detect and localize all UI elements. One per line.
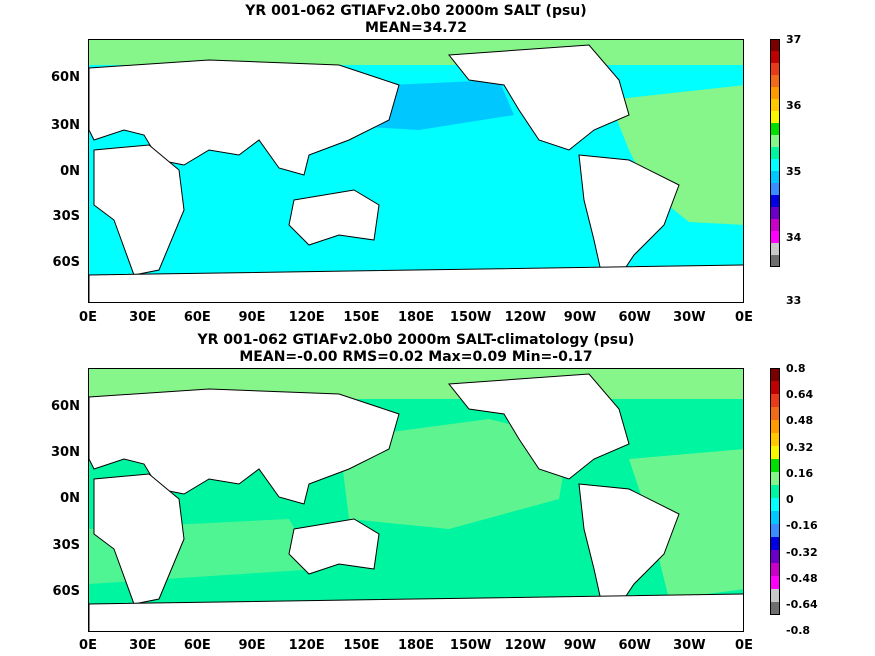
panel2-x-tick: 120E (288, 638, 325, 653)
panel1-x-tick: 30E (129, 310, 157, 325)
land (89, 44, 743, 302)
y-tick-60n: 60N (51, 70, 80, 85)
panel2-x-tick: 30E (129, 638, 157, 653)
cbar2-label-2: 0.48 (786, 414, 814, 427)
panel2-x-tick: 0E (735, 638, 753, 653)
panel2-x-tick: 60W (618, 638, 651, 653)
anomaly-antarctica (89, 593, 743, 631)
panel2-x-tick: 150E (343, 638, 380, 653)
colorbar-salt (770, 39, 780, 267)
panel2-x-tick: 0E (79, 638, 97, 653)
panel1-x-tick: 120W (504, 310, 547, 325)
anomaly-north-america (448, 373, 630, 480)
cbar2-label-6: -0.16 (786, 519, 818, 532)
panel1-x-tick: 60W (618, 310, 651, 325)
cbar2-label-3: 0.32 (786, 441, 814, 454)
y2-tick-60n: 60N (51, 399, 80, 414)
salt-map (88, 39, 744, 303)
cbar2-label-4: 0.16 (786, 467, 814, 480)
salt-anomaly-map-svg (89, 369, 743, 631)
panel2-stats: MEAN=-0.00 RMS=0.02 Max=0.09 Min=-0.17 (239, 349, 593, 365)
anomaly-australia (288, 518, 380, 575)
cbar2-label-1: 0.64 (786, 388, 814, 401)
y-tick-0n: 0N (60, 164, 80, 179)
panel1-x-tick: 60E (183, 310, 211, 325)
cbar2-label-5: 0 (786, 493, 794, 506)
panel2-x-tick: 120W (504, 638, 547, 653)
anomaly-eurasia (89, 388, 400, 505)
cbar2-label-0: 0.8 (786, 362, 806, 375)
anomaly-africa (93, 473, 185, 605)
cbar1-label-33: 33 (786, 294, 802, 307)
panel2-x-tick: 30W (673, 638, 706, 653)
panel1-title: YR 001-062 GTIAFv2.0b0 2000m SALT (psu) (245, 3, 587, 19)
panel1-x-tick: 90W (563, 310, 597, 325)
y-tick-60s: 60S (52, 255, 80, 270)
cbar2-label-10: -0.8 (786, 624, 811, 637)
eurasia (89, 59, 400, 176)
panel1-x-tick: 150E (343, 310, 380, 325)
cbar2-label-7: -0.32 (786, 546, 818, 559)
anomaly-atlantic-patch (629, 449, 743, 599)
cbar1-label-35: 35 (786, 165, 802, 178)
north-america (448, 44, 630, 151)
panel2-x-tick: 90W (563, 638, 597, 653)
salt-anomaly-map (88, 368, 744, 632)
y-tick-30n: 30N (51, 118, 80, 133)
y-tick-30s: 30S (52, 209, 80, 224)
y2-tick-0n: 0N (60, 491, 80, 506)
cbar1-label-34: 34 (786, 231, 802, 244)
y2-tick-30s: 30S (52, 538, 80, 553)
panel1-x-tick: 120E (288, 310, 325, 325)
panel1-x-tick: 90E (238, 310, 266, 325)
panel2-x-tick: 60E (183, 638, 211, 653)
panel2-x-tick: 150W (449, 638, 492, 653)
colorbar-anomaly (770, 368, 780, 615)
cbar1-label-37: 37 (786, 33, 802, 46)
panel1-x-tick: 0E (735, 310, 753, 325)
panel1-mean: MEAN=34.72 (364, 20, 468, 36)
africa (93, 144, 185, 276)
panel2-title: YR 001-062 GTIAFv2.0b0 2000m SALT-climat… (197, 332, 635, 348)
panel1-x-tick: 180E (397, 310, 435, 325)
panel1-x-tick: 150W (449, 310, 492, 325)
y2-tick-30n: 30N (51, 445, 80, 460)
panel2-x-tick: 90E (238, 638, 266, 653)
anomaly-land (89, 373, 743, 631)
antarctica (89, 264, 743, 302)
y2-tick-60s: 60S (52, 584, 80, 599)
cbar2-label-8: -0.48 (786, 572, 818, 585)
cbar2-label-9: -0.64 (786, 598, 818, 611)
panel1-x-tick: 30W (673, 310, 706, 325)
panel1-x-tick: 0E (79, 310, 97, 325)
australia (288, 189, 380, 246)
cbar1-label-36: 36 (786, 99, 802, 112)
panel2-x-tick: 180E (397, 638, 435, 653)
anomaly-pacific-patch (339, 419, 569, 529)
atlantic-high-salinity (609, 85, 743, 225)
salt-map-svg (89, 40, 743, 302)
